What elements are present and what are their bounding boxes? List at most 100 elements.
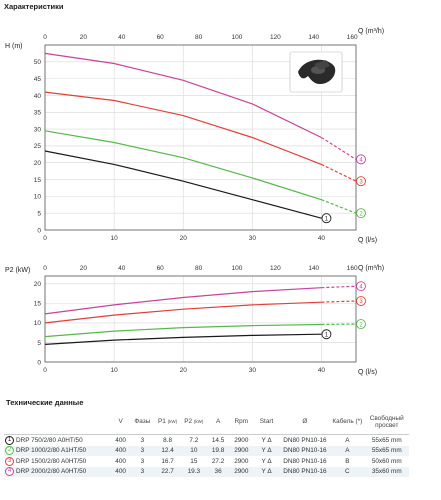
head-series-3-marker xyxy=(356,176,366,187)
power-ytick-label: 5 xyxy=(37,340,41,347)
specs-header-row: V Фазы P1 (kW) P2 (kW) A Rpm Start Ø Каб… xyxy=(4,410,409,435)
power-chart-series: 1 2 3 4 xyxy=(44,281,366,345)
head-series-2-label: 2 xyxy=(359,211,363,217)
head-xtick-label: 0 xyxy=(43,235,47,242)
power-series-1-line xyxy=(44,333,322,345)
model-cell: 1 DRP 750/2/80 A0HT/50 xyxy=(4,435,111,446)
power-chart-ticks: 0 5 10 15 20 0 10 20 30 40 0 20 40 60 80 100 120 140 160 xyxy=(34,265,358,374)
cell-v: 400 xyxy=(115,436,126,444)
power-x2tick-label: 40 xyxy=(118,265,126,272)
curve-number-badge: 1 xyxy=(5,435,14,445)
cell-diam: DN80 PN10-16 xyxy=(283,457,327,465)
head-ytick-label: 15 xyxy=(34,177,42,184)
col-p1-label: P1 xyxy=(158,418,166,426)
cell-a: 19.8 xyxy=(206,445,230,456)
head-series-1-marker xyxy=(321,213,332,224)
cell-p2: 10 xyxy=(180,445,207,456)
cell-start: Y Δ xyxy=(253,445,280,456)
pump-impeller-blade xyxy=(314,60,330,70)
head-x2tick-label: 160 xyxy=(347,34,358,41)
charts-canvas: H (m) Q (l/s) Q (m³/h) 05101520253035404… xyxy=(5,28,384,376)
cell-p2: 7.2 xyxy=(189,436,199,444)
cell-diam: DN80 PN10-16 xyxy=(279,466,331,477)
cell-passage: 55x65 mm xyxy=(364,445,409,456)
head-series-4-tail xyxy=(321,136,357,160)
cell-p1: 22.7 xyxy=(154,466,181,477)
power-series-3-marker xyxy=(356,296,366,306)
col-cable: Кабель (*) xyxy=(330,410,365,435)
cell-start: Y Δ xyxy=(253,466,280,477)
power-x2tick-label: 160 xyxy=(347,265,358,272)
head-ytick-label: 10 xyxy=(34,194,42,201)
col-phases: Фазы xyxy=(130,410,155,435)
head-x2tick-label: 140 xyxy=(308,34,319,41)
cell-v: 400 xyxy=(111,466,131,477)
power-x2tick-label: 80 xyxy=(195,265,203,272)
head-chart: H (m) Q (l/s) Q (m³/h) 05101520253035404… xyxy=(5,28,384,244)
col-p1-unit: (kW) xyxy=(167,419,178,425)
head-series-4-label: 4 xyxy=(359,158,363,164)
power-chart-x2label: Q (m³/h) xyxy=(358,265,384,272)
power-x2tick-label: 20 xyxy=(80,265,88,272)
cell-phases: 3 xyxy=(130,466,155,477)
head-ytick-label: 5 xyxy=(37,210,41,217)
power-xtick-label: 20 xyxy=(180,367,188,374)
col-current: A xyxy=(206,410,230,435)
power-x2tick-label: 120 xyxy=(270,265,281,272)
specs-body: 1 DRP 750/2/80 A0HT/50 400 3 8.8 7.2 14.5 2900 Y… xyxy=(4,435,409,477)
head-chart-ylabel: H (m) xyxy=(5,43,23,50)
power-chart-ylabel: P2 (kW) xyxy=(5,267,30,274)
head-series-4-marker xyxy=(356,154,366,165)
col-p2: P2 (kW) xyxy=(180,410,207,435)
power-series-3-label: 3 xyxy=(359,299,363,305)
head-x2tick-label: 40 xyxy=(118,34,126,41)
cell-a: 14.5 xyxy=(211,436,225,444)
power-x2tick-label: 140 xyxy=(308,265,319,272)
power-ytick-label: 15 xyxy=(34,301,42,308)
model-name: DRP 1500/2/80 A0HT/50 xyxy=(16,457,87,465)
cell-start: Y Δ xyxy=(261,457,272,465)
pump-thumbnail xyxy=(289,51,343,93)
head-series-1-label: 1 xyxy=(325,216,329,222)
cell-a: 27.2 xyxy=(211,457,225,465)
power-xtick-label: 40 xyxy=(318,367,326,374)
table-row: 2 DRP 1000/2/80 A1HT/50 400 3 12.4 10 19.8 2900… xyxy=(4,445,409,456)
head-ytick-label: 20 xyxy=(34,160,42,167)
col-p2-unit: (kW) xyxy=(193,419,204,425)
head-x2tick-label: 80 xyxy=(195,34,203,41)
cell-p1: 16.7 xyxy=(161,457,174,465)
model-name: DRP 750/2/80 A0HT/50 xyxy=(16,436,83,444)
cell-rpm: 2900 xyxy=(234,436,249,444)
cell-p2: 19.3 xyxy=(180,466,207,477)
head-chart-frame xyxy=(44,44,357,231)
power-series-2-label: 2 xyxy=(359,322,363,328)
table-row: 4 DRP 2000/2/80 A0HT/50 400 3 22.7 19.3 36 2900… xyxy=(4,466,409,477)
cell-passage: 50x60 mm xyxy=(371,457,402,465)
cell-passage: 35x60 mm xyxy=(364,466,409,477)
head-x2tick-label: 20 xyxy=(80,34,88,41)
head-series-1-line xyxy=(44,150,322,219)
head-series-3-line xyxy=(44,91,322,165)
model-cell: 4 DRP 2000/2/80 A0HT/50 xyxy=(4,466,112,477)
cell-p2: 15 xyxy=(190,457,198,465)
head-xtick-label: 40 xyxy=(318,235,326,242)
col-rpm: Rpm xyxy=(229,410,254,435)
col-model xyxy=(4,410,112,435)
power-series-4-marker xyxy=(356,281,366,292)
page-title: Характеристики xyxy=(4,2,64,11)
cell-rpm: 2900 xyxy=(229,445,254,456)
cell-start: Y Δ xyxy=(261,436,272,444)
head-series-2-line xyxy=(44,130,322,201)
power-ytick-label: 20 xyxy=(34,281,42,288)
cell-cable: A xyxy=(345,436,350,444)
power-xtick-label: 30 xyxy=(249,367,257,374)
col-diameter: Ø xyxy=(279,410,331,435)
power-x2tick-label: 100 xyxy=(232,265,243,272)
head-x2tick-label: 100 xyxy=(232,34,243,41)
head-series-4-line xyxy=(44,52,322,139)
power-series-2-line xyxy=(44,323,322,338)
cell-passage: 55x65 mm xyxy=(371,436,402,444)
curve-number-badge: 4 xyxy=(5,467,14,477)
power-series-1-marker xyxy=(321,329,332,340)
